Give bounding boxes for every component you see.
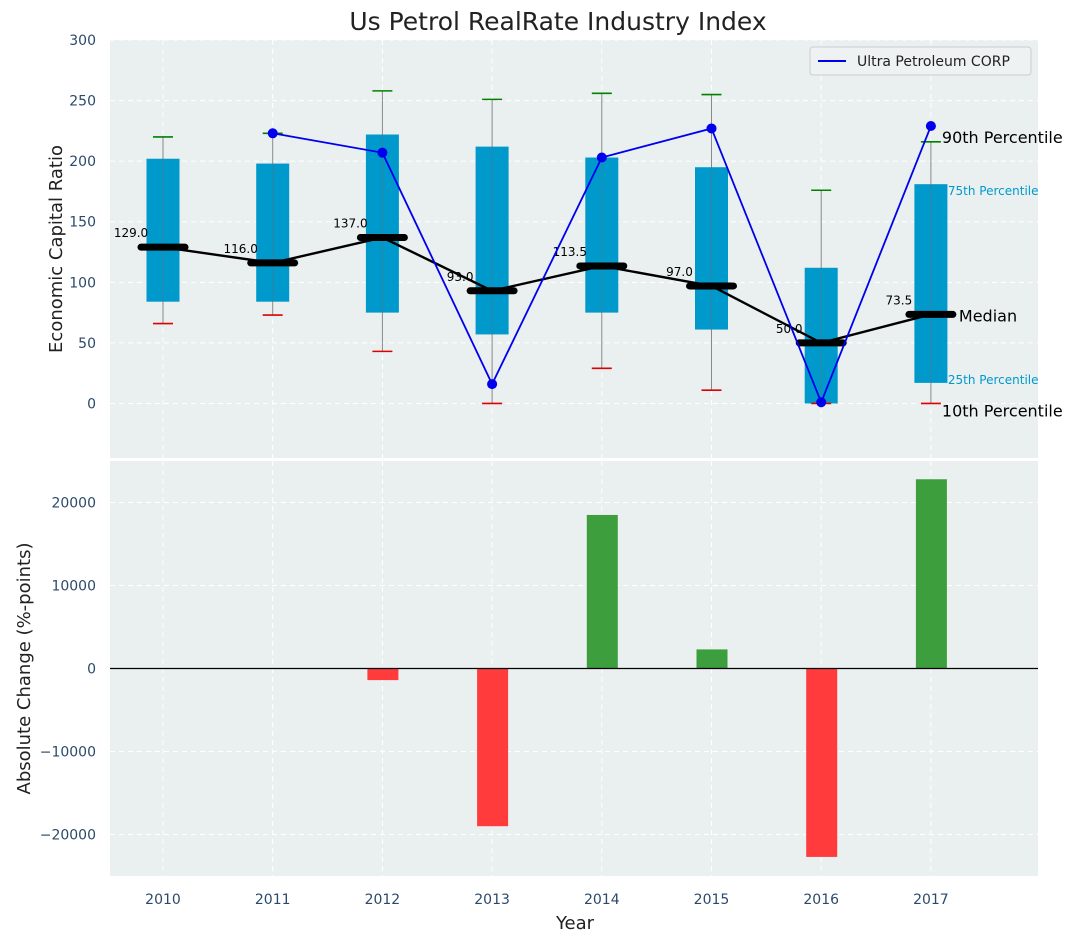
top-y-ticks: 0 50 100 150 200 250 300 xyxy=(69,33,96,412)
legend-box xyxy=(809,46,1032,76)
box-2017: 73.5 xyxy=(886,140,957,405)
top-y-tick: 200 xyxy=(69,154,96,170)
bottom-y-tick: 0 xyxy=(87,662,96,678)
change-bars xyxy=(367,479,947,857)
median-label: 73.5 xyxy=(886,293,913,307)
change-bar-2017 xyxy=(915,479,947,669)
median-label: 129.0 xyxy=(114,226,148,240)
chart-title: Us Petrol RealRate Industry Index xyxy=(349,7,766,36)
x-tick-2015: 2015 xyxy=(694,892,730,908)
x-tick-2011: 2011 xyxy=(255,892,291,908)
top-y-tick: 50 xyxy=(78,336,96,352)
median-label: 116.0 xyxy=(224,242,258,256)
series-point xyxy=(487,379,498,390)
median-trend-line xyxy=(162,236,932,345)
top-y-tick: 150 xyxy=(69,215,96,231)
company-series xyxy=(267,121,936,408)
box-2011: 116.0 xyxy=(224,132,299,316)
top-y-tick: 300 xyxy=(69,33,96,49)
top-y-axis-label: Economic Capital Ratio xyxy=(46,145,67,353)
x-tick-2014: 2014 xyxy=(584,892,620,908)
legend[interactable]: Ultra Petroleum CORP xyxy=(809,46,1032,76)
change-bar-2013 xyxy=(477,668,509,827)
x-axis-label: Year xyxy=(555,913,595,934)
x-tick-2016: 2016 xyxy=(803,892,839,908)
box-2010: 129.0 xyxy=(114,136,189,325)
legend-entry: Ultra Petroleum CORP xyxy=(857,54,1010,70)
bottom-y-tick: −10000 xyxy=(40,745,96,761)
x-tick-2010: 2010 xyxy=(145,892,181,908)
change-bar-2012 xyxy=(367,668,399,681)
median-label: 97.0 xyxy=(666,265,693,279)
change-bar-2015 xyxy=(696,649,728,669)
box-2016: 50.0 xyxy=(776,189,847,405)
box-2014: 113.5 xyxy=(553,92,628,370)
bottom-y-tick: 20000 xyxy=(51,496,96,512)
median-label: 50.0 xyxy=(776,322,803,336)
series-point xyxy=(377,147,388,158)
annotation-25th: 25th Percentile xyxy=(948,373,1039,387)
series-point xyxy=(925,121,936,132)
x-tick-2017: 2017 xyxy=(913,892,949,908)
bottom-y-ticks: −20000 −10000 0 10000 20000 xyxy=(40,496,96,844)
top-y-tick: 100 xyxy=(69,275,96,291)
box-2012: 137.0 xyxy=(333,90,408,353)
series-point xyxy=(816,397,827,408)
median-label: 137.0 xyxy=(333,216,367,230)
change-bar-2016 xyxy=(806,668,838,857)
top-y-tick: 0 xyxy=(87,396,96,412)
change-bar-2014 xyxy=(586,514,618,669)
series-point xyxy=(706,123,717,134)
bottom-y-tick: −20000 xyxy=(40,828,96,844)
top-y-tick: 250 xyxy=(69,94,96,110)
x-tick-2013: 2013 xyxy=(474,892,510,908)
x-ticks: 2010 2011 2012 2013 2014 2015 2016 2017 xyxy=(145,892,949,908)
percentile-annotations: 90th Percentile 75th Percentile Median 2… xyxy=(942,128,1063,421)
bottom-panel: −20000 −10000 0 10000 20000 2010 2011 2012 2013… xyxy=(14,461,1038,934)
series-point xyxy=(596,152,607,163)
x-tick-2012: 2012 xyxy=(365,892,401,908)
annotation-10th: 10th Percentile xyxy=(942,401,1063,420)
annotation-75th: 75th Percentile xyxy=(948,184,1039,198)
annotation-median: Median xyxy=(959,306,1017,325)
bottom-y-tick: 10000 xyxy=(51,579,96,595)
annotation-90th: 90th Percentile xyxy=(942,128,1063,147)
bottom-y-axis-label: Absolute Change (%-points) xyxy=(14,543,35,795)
median-label: 113.5 xyxy=(553,245,587,259)
median-trend xyxy=(162,236,932,345)
series-point xyxy=(267,128,278,139)
